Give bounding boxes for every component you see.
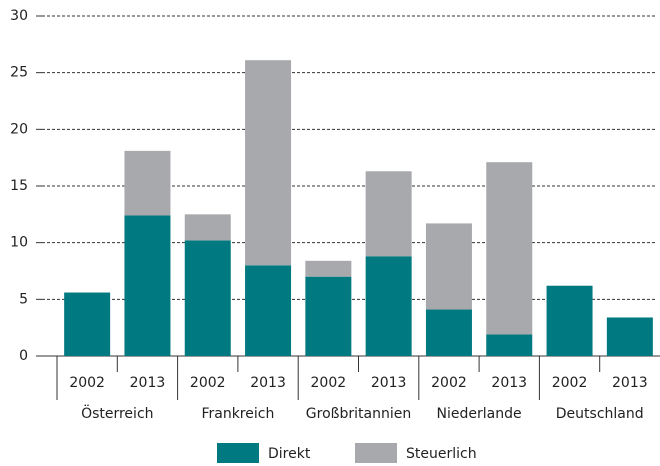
group-label: Deutschland	[556, 406, 644, 422]
bar-segment	[245, 265, 292, 356]
bar-segment	[245, 60, 292, 266]
group-label: Frankreich	[201, 406, 274, 422]
bar-segment	[546, 285, 593, 356]
x-tick-label: 2002	[552, 375, 588, 391]
bar-segment	[486, 334, 533, 356]
x-tick-label: 2002	[69, 375, 105, 391]
bar-segment	[184, 214, 231, 241]
bar-segment	[606, 317, 653, 356]
group-label: Großbritannien	[306, 406, 411, 422]
legend-swatch	[355, 443, 397, 463]
bar-segment	[305, 276, 352, 356]
y-tick-label: 10	[10, 235, 28, 251]
x-tick-label: 2002	[311, 375, 347, 391]
x-tick-label: 2013	[130, 375, 166, 391]
x-tick-label: 2013	[371, 375, 407, 391]
y-tick-label: 20	[10, 121, 28, 137]
bar-segment	[425, 223, 472, 310]
bar-segment	[124, 150, 171, 216]
bar-segment	[305, 260, 352, 277]
legend-label: Direkt	[268, 446, 311, 462]
y-tick-label: 30	[10, 8, 28, 24]
y-tick-label: 25	[10, 65, 28, 81]
legend-label: Steuerlich	[406, 446, 477, 462]
x-tick-label: 2013	[612, 375, 648, 391]
x-tick-label: 2013	[250, 375, 286, 391]
bar-segment	[365, 171, 412, 257]
x-tick-label: 2013	[491, 375, 527, 391]
bar-segment	[486, 162, 533, 335]
y-tick-label: 15	[10, 178, 28, 194]
group-label: Niederlande	[437, 406, 522, 422]
bar-segment	[365, 256, 412, 356]
y-tick-label: 5	[19, 291, 28, 307]
bar-segment	[425, 309, 472, 356]
bar-segment	[124, 215, 171, 356]
x-tick-label: 2002	[190, 375, 226, 391]
bar-segment	[64, 292, 111, 356]
y-tick-label: 0	[19, 348, 28, 364]
x-tick-label: 2002	[431, 375, 467, 391]
bar-segment	[184, 240, 231, 356]
group-label: Österreich	[81, 404, 153, 422]
legend-swatch	[217, 443, 259, 463]
